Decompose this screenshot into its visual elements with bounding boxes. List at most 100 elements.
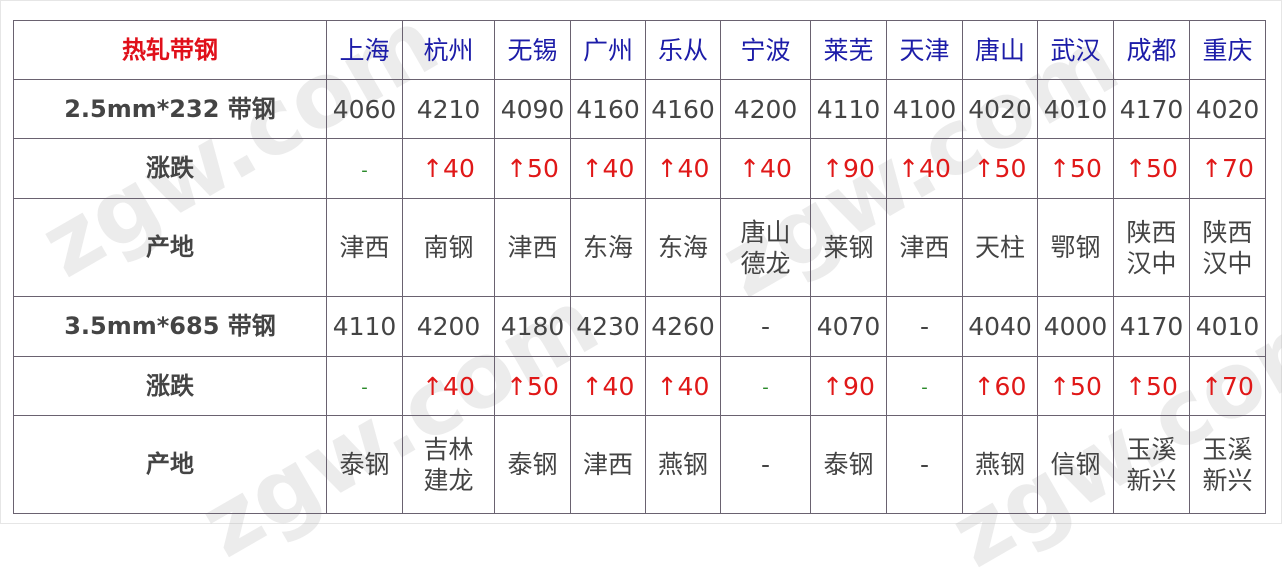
origin-cell: 泰钢: [494, 415, 571, 514]
price-cell: 4040: [962, 296, 1038, 357]
price-cell: 4090: [494, 79, 571, 139]
price-cell: 4210: [402, 79, 495, 139]
price-value: 4260: [651, 312, 715, 341]
price-value: 4170: [1119, 94, 1184, 124]
change-cell: ↑40: [645, 138, 721, 199]
origin-cell: -: [886, 415, 963, 514]
price-table: 热轧带钢 上海 杭州 无锡 广州 乐从 宁波 莱芜 天津 唐山 武汉 成都 重庆 2.5mm*232 带钢…: [13, 20, 1266, 514]
origin-value: 东海: [582, 233, 633, 262]
change-value: -: [921, 377, 928, 398]
origin-cell: 陕西 汉中: [1113, 198, 1190, 297]
city-header: 武汉: [1037, 20, 1114, 80]
origin-value: -: [919, 450, 930, 479]
origin-cell: 燕钢: [645, 415, 721, 514]
origin-value: 津西: [339, 233, 390, 262]
origin-cell: 莱钢: [810, 198, 887, 297]
change-value: ↑40: [739, 154, 792, 183]
origin-cell: 东海: [645, 198, 721, 297]
origin-cell: 津西: [886, 198, 963, 297]
price-cell: 4020: [962, 79, 1038, 139]
origin-cell: 泰钢: [326, 415, 403, 514]
change-cell: ↑40: [402, 356, 495, 416]
change-value: ↑40: [898, 154, 951, 183]
change-cell: ↑90: [810, 356, 887, 416]
origin-value: 津西: [899, 233, 950, 262]
price-value: 4200: [416, 312, 481, 341]
origin-cell: 唐山 德龙: [720, 198, 811, 297]
change-value: ↑40: [422, 371, 475, 401]
city-header: 重庆: [1189, 20, 1266, 80]
table-row: 3.5mm*685 带钢 4110 4200 4180 4230 4260 - 4070 - 40…: [13, 296, 1266, 357]
origin-value: 唐山 德龙: [740, 217, 791, 278]
change-value: ↑50: [1125, 154, 1178, 183]
origin-cell: 信钢: [1037, 415, 1114, 514]
change-cell: ↑40: [402, 138, 495, 199]
change-value: ↑90: [822, 371, 875, 401]
price-value: 4010: [1043, 94, 1108, 124]
price-cell: -: [886, 296, 963, 357]
origin-value: 天柱: [974, 233, 1025, 262]
city-header: 唐山: [962, 20, 1038, 80]
row-label: 3.5mm*685 带钢: [13, 296, 327, 357]
table-row: 产地 津西 南钢 津西 东海 东海 唐山 德龙 莱钢 津西 天柱 鄂钢 陕西 汉中 陕西 汉中: [13, 198, 1266, 297]
change-value: ↑40: [656, 371, 710, 401]
price-cell: 4070: [810, 296, 887, 357]
origin-cell: 鄂钢: [1037, 198, 1114, 297]
change-cell: ↑70: [1189, 356, 1266, 416]
price-cell: 4000: [1037, 296, 1114, 357]
change-cell: ↑50: [962, 138, 1038, 199]
table-row: 涨跌 - ↑40 ↑50 ↑40 ↑40 - ↑90 - ↑60 ↑50 ↑50 ↑70: [13, 356, 1266, 416]
change-value: -: [762, 377, 769, 398]
origin-value: 吉林 建龙: [423, 434, 474, 495]
origin-value: 泰钢: [339, 450, 390, 479]
price-cell: 4200: [402, 296, 495, 357]
table-title: 热轧带钢: [13, 20, 327, 80]
change-value: ↑50: [1125, 371, 1178, 401]
city-header: 莱芜: [810, 20, 887, 80]
origin-cell: 津西: [570, 415, 646, 514]
change-value: ↑70: [1201, 371, 1254, 401]
change-value: ↑40: [656, 154, 710, 183]
price-cell: 4180: [494, 296, 571, 357]
change-value: ↑40: [422, 154, 475, 183]
row-label: 产地: [13, 198, 327, 297]
city-header: 上海: [326, 20, 403, 80]
origin-value: -: [760, 450, 771, 479]
table-row: 涨跌 - ↑40 ↑50 ↑40 ↑40 ↑40 ↑90 ↑40 ↑50 ↑50 ↑50 ↑70: [13, 138, 1266, 199]
city-header: 天津: [886, 20, 963, 80]
city-header: 乐从: [645, 20, 721, 80]
origin-value: 泰钢: [507, 450, 558, 479]
header-row: 热轧带钢 上海 杭州 无锡 广州 乐从 宁波 莱芜 天津 唐山 武汉 成都 重庆: [13, 20, 1266, 80]
price-cell: 4170: [1113, 296, 1190, 357]
price-value: 4110: [332, 312, 397, 341]
city-header: 杭州: [402, 20, 495, 80]
price-value: 4090: [500, 94, 565, 124]
change-cell: ↑90: [810, 138, 887, 199]
change-cell: -: [720, 356, 811, 416]
price-value: 4110: [816, 94, 881, 124]
price-value: 4210: [416, 94, 481, 124]
price-value: 4060: [332, 94, 397, 124]
origin-value: 燕钢: [974, 450, 1025, 479]
price-value: 4100: [892, 94, 957, 124]
origin-cell: 南钢: [402, 198, 495, 297]
origin-cell: 东海: [570, 198, 646, 297]
origin-value: 陕西 汉中: [1126, 217, 1177, 278]
origin-value: 燕钢: [657, 450, 708, 479]
origin-cell: 玉溪 新兴: [1113, 415, 1190, 514]
change-value: ↑50: [506, 371, 559, 401]
price-value: -: [760, 312, 771, 341]
change-cell: ↑50: [1037, 356, 1114, 416]
price-cell: 4110: [326, 296, 403, 357]
change-value: ↑50: [1049, 154, 1102, 183]
change-cell: ↑50: [1113, 356, 1190, 416]
row-label: 涨跌: [13, 356, 327, 416]
change-value: ↑70: [1201, 154, 1254, 183]
price-cell: 4200: [720, 79, 811, 139]
price-value: 4160: [576, 94, 640, 124]
change-value: -: [361, 159, 368, 181]
price-value: 4040: [968, 312, 1032, 341]
price-value: 4010: [1195, 312, 1260, 341]
price-value: 4020: [968, 94, 1032, 124]
